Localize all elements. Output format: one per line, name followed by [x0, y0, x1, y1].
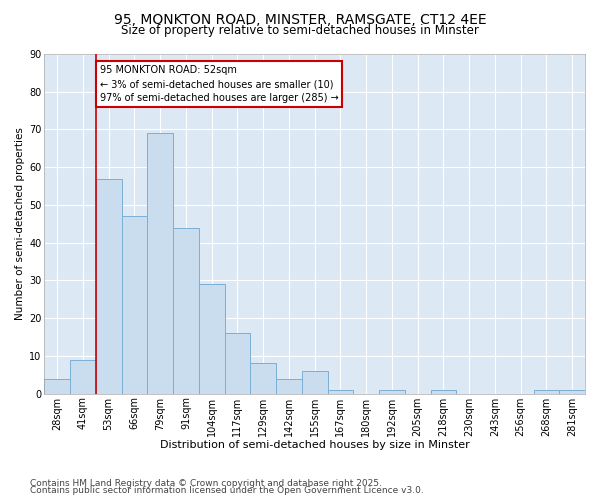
Y-axis label: Number of semi-detached properties: Number of semi-detached properties [15, 128, 25, 320]
Bar [302, 371, 328, 394]
Text: Size of property relative to semi-detached houses in Minster: Size of property relative to semi-detach… [121, 24, 479, 37]
Text: 95 MONKTON ROAD: 52sqm
← 3% of semi-detached houses are smaller (10)
97% of semi: 95 MONKTON ROAD: 52sqm ← 3% of semi-deta… [100, 66, 338, 104]
Bar [250, 364, 276, 394]
X-axis label: Distribution of semi-detached houses by size in Minster: Distribution of semi-detached houses by … [160, 440, 470, 450]
Bar [431, 390, 456, 394]
Bar [44, 378, 70, 394]
Bar [199, 284, 224, 394]
Text: 95, MONKTON ROAD, MINSTER, RAMSGATE, CT12 4EE: 95, MONKTON ROAD, MINSTER, RAMSGATE, CT1… [113, 12, 487, 26]
Bar [328, 390, 353, 394]
Bar [276, 378, 302, 394]
Bar [224, 334, 250, 394]
Bar [173, 228, 199, 394]
Bar [70, 360, 96, 394]
Bar [533, 390, 559, 394]
Text: Contains HM Land Registry data © Crown copyright and database right 2025.: Contains HM Land Registry data © Crown c… [30, 478, 382, 488]
Bar [379, 390, 405, 394]
Text: Contains public sector information licensed under the Open Government Licence v3: Contains public sector information licen… [30, 486, 424, 495]
Bar [122, 216, 148, 394]
Bar [559, 390, 585, 394]
Bar [96, 178, 122, 394]
Bar [148, 134, 173, 394]
